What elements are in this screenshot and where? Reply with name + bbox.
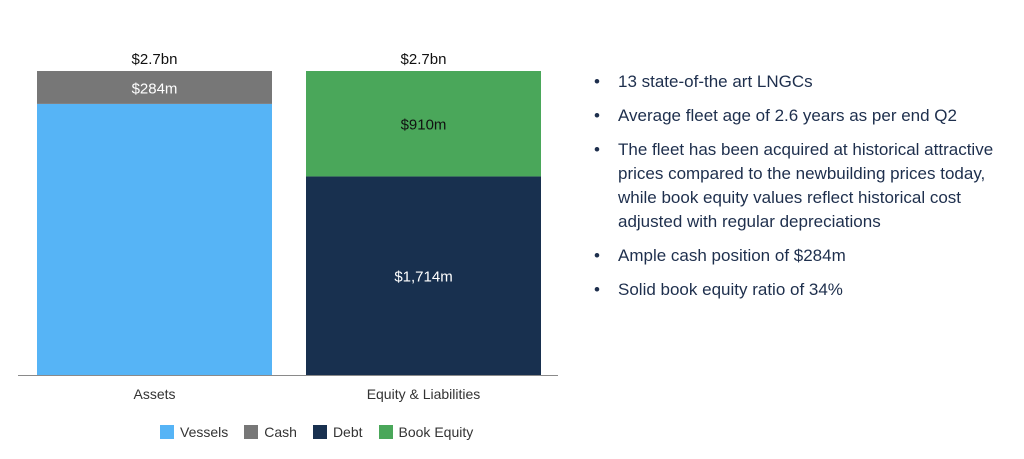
bar-segment-debt	[306, 176, 541, 375]
bullet-marker: •	[594, 140, 600, 159]
legend-swatch-debt	[312, 425, 327, 439]
bullet-text: Ample cash position of $284m	[618, 246, 846, 265]
legend-label-vessels: Vessels	[180, 424, 229, 440]
data-label-debt: $1,714m	[394, 269, 452, 286]
legend-label-cash: Cash	[264, 424, 297, 440]
bullet-list: • 13 state-of-the art LNGCs • Average flee…	[592, 70, 1012, 312]
legend-label-debt: Debt	[332, 424, 363, 440]
bullet-item: • 13 state-of-the art LNGCs	[592, 70, 1012, 94]
bar-total-label: $2.7bn	[401, 51, 447, 68]
legend-swatch-book-equity	[378, 425, 393, 439]
legend-swatch-vessels	[160, 425, 174, 439]
bullet-item: • The fleet has been acquired at historic…	[592, 138, 1012, 234]
bullet-marker: •	[594, 106, 600, 125]
bullet-marker: •	[594, 72, 600, 91]
data-label-cash: $284m	[132, 80, 178, 97]
bullet-item: • Average fleet age of 2.6 years as per e…	[592, 104, 1012, 128]
legend-item-cash: Cash	[244, 424, 297, 440]
legend-label-book-equity: Book Equity	[398, 424, 474, 440]
x-tick-label: Equity & Liabilities	[367, 386, 481, 402]
bar-total-label: $2.7bn	[132, 51, 178, 68]
legend-item-book-equity: Book Equity	[378, 424, 474, 440]
data-label-book-equity: $910m	[401, 117, 447, 134]
bar-segment-cash	[37, 71, 272, 104]
chart-legend: Vessels Cash Debt Book Equity	[160, 422, 489, 442]
legend-item-vessels: Vessels	[160, 424, 228, 440]
legend-item-debt: Debt	[312, 424, 363, 440]
bullet-item: • Ample cash position of $284m	[592, 244, 1012, 268]
bullet-marker: •	[594, 280, 600, 299]
bullet-item: • Solid book equity ratio of 34%	[592, 278, 1012, 302]
bar-segment-vessels	[37, 103, 272, 375]
stacked-bar-chart: $284m $2.7bn Assets $1,714m $910m $2.7bn Equit…	[18, 51, 558, 402]
x-tick-label: Assets	[133, 386, 175, 402]
bullet-text: The fleet has been acquired at historica…	[618, 140, 994, 231]
bullet-text: 13 state-of-the art LNGCs	[618, 72, 813, 91]
bar-segment-book-equity	[306, 71, 541, 177]
bullet-text: Solid book equity ratio of 34%	[618, 280, 843, 299]
bullet-text: Average fleet age of 2.6 years as per en…	[618, 106, 957, 125]
bullet-marker: •	[594, 246, 600, 265]
legend-swatch-cash	[244, 425, 259, 439]
